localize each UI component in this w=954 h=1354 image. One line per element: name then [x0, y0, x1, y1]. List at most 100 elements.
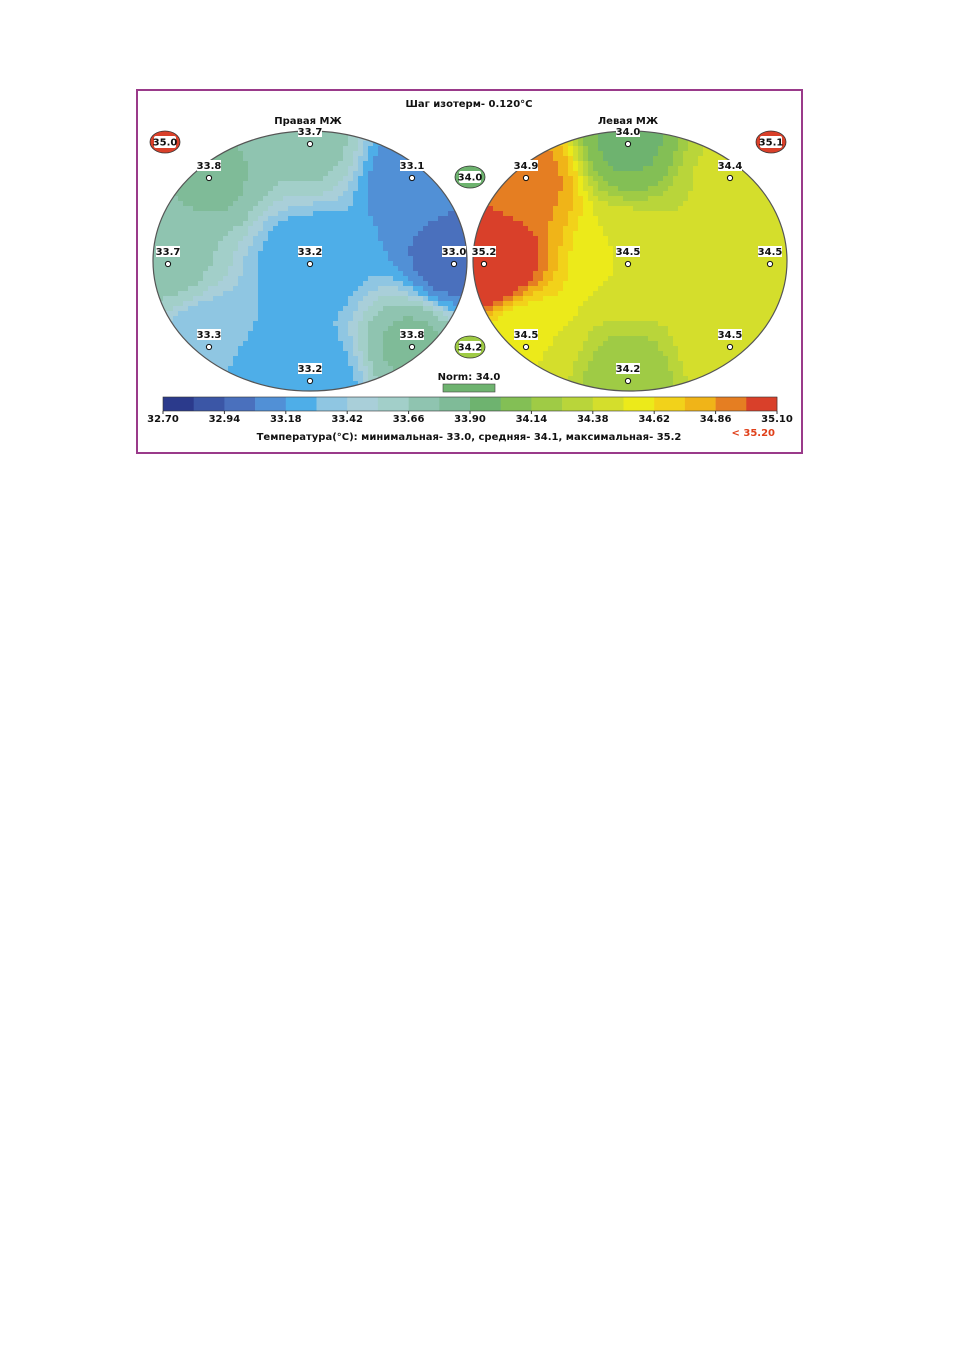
heat-cell — [283, 131, 289, 137]
heat-cell — [658, 141, 664, 147]
heat-cell — [188, 221, 194, 227]
heat-cell — [353, 201, 359, 207]
heat-cell — [673, 256, 679, 262]
heat-cell — [163, 266, 169, 272]
heat-cell — [543, 156, 549, 162]
heat-cell — [338, 201, 344, 207]
heat-cell — [378, 341, 384, 347]
heat-cell — [273, 156, 279, 162]
heat-cell — [238, 216, 244, 222]
heat-cell — [278, 226, 284, 232]
heat-cell — [278, 331, 284, 337]
heat-cell — [208, 206, 214, 212]
heat-cell — [238, 351, 244, 357]
heat-cell — [308, 276, 314, 282]
heat-cell — [333, 336, 339, 342]
heat-cell — [178, 231, 184, 237]
heat-cell — [718, 186, 724, 192]
heat-cell — [483, 226, 489, 232]
heat-cell — [458, 226, 464, 232]
heat-cell — [458, 236, 464, 242]
heat-cell — [253, 251, 259, 257]
heat-cell — [608, 171, 614, 177]
heat-cell — [433, 296, 439, 302]
heat-cell — [508, 236, 514, 242]
heat-cell — [753, 231, 759, 237]
heat-cell — [258, 356, 264, 362]
heat-cell — [283, 346, 289, 352]
heat-cell — [313, 181, 319, 187]
heat-cell — [223, 186, 229, 192]
heat-cell — [438, 256, 444, 262]
heat-cell — [603, 211, 609, 217]
heat-cell — [288, 301, 294, 307]
heat-cell — [673, 181, 679, 187]
heat-cell — [253, 341, 259, 347]
heat-cell — [358, 281, 364, 287]
heat-cell — [398, 301, 404, 307]
heat-cell — [248, 231, 254, 237]
heat-cell — [268, 341, 274, 347]
heat-cell — [238, 361, 244, 367]
heat-cell — [308, 236, 314, 242]
heat-cell — [243, 251, 249, 257]
heat-cell — [168, 266, 174, 272]
heat-cell — [543, 186, 549, 192]
heat-cell — [768, 221, 774, 227]
heat-cell — [273, 371, 279, 377]
heat-cell — [753, 211, 759, 217]
heat-cell — [633, 241, 639, 247]
heat-cell — [358, 226, 364, 232]
heat-cell — [428, 176, 434, 182]
heat-cell — [423, 231, 429, 237]
heat-cell — [223, 211, 229, 217]
heat-cell — [443, 211, 449, 217]
heat-cell — [448, 271, 454, 277]
heat-cell — [428, 286, 434, 292]
heat-cell — [288, 346, 294, 352]
heat-cell — [328, 281, 334, 287]
heat-cell — [598, 221, 604, 227]
heat-cell — [658, 216, 664, 222]
heat-cell — [448, 256, 454, 262]
heat-cell — [293, 161, 299, 167]
heat-cell — [478, 221, 484, 227]
heat-cell — [333, 376, 339, 382]
heat-cell — [163, 271, 169, 277]
heat-cell — [323, 156, 329, 162]
heat-cell — [438, 306, 444, 312]
heat-cell — [363, 281, 369, 287]
heat-cell — [518, 186, 524, 192]
heat-cell — [553, 191, 559, 197]
heat-cell — [543, 216, 549, 222]
heat-cell — [303, 351, 309, 357]
heat-cell — [368, 346, 374, 352]
heat-cell — [593, 196, 599, 202]
heat-cell — [268, 201, 274, 207]
heat-cell — [208, 236, 214, 242]
heat-cell — [558, 191, 564, 197]
heat-cell — [163, 226, 169, 232]
heat-cell — [658, 226, 664, 232]
heat-cell — [373, 266, 379, 272]
heat-cell — [523, 201, 529, 207]
heat-cell — [263, 331, 269, 337]
heat-cell — [263, 151, 269, 157]
heat-cell — [243, 221, 249, 227]
heat-cell — [253, 336, 259, 342]
heat-cell — [578, 181, 584, 187]
heat-cell — [588, 171, 594, 177]
heat-cell — [458, 276, 464, 282]
heat-cell — [358, 196, 364, 202]
heat-cell — [233, 316, 239, 322]
heat-cell — [673, 226, 679, 232]
heat-cell — [303, 346, 309, 352]
heat-cell — [393, 201, 399, 207]
heat-cell — [258, 331, 264, 337]
heat-cell — [258, 231, 264, 237]
heat-cell — [263, 191, 269, 197]
heat-cell — [213, 316, 219, 322]
heat-cell — [368, 161, 374, 167]
heat-cell — [263, 326, 269, 332]
heat-cell — [428, 326, 434, 332]
